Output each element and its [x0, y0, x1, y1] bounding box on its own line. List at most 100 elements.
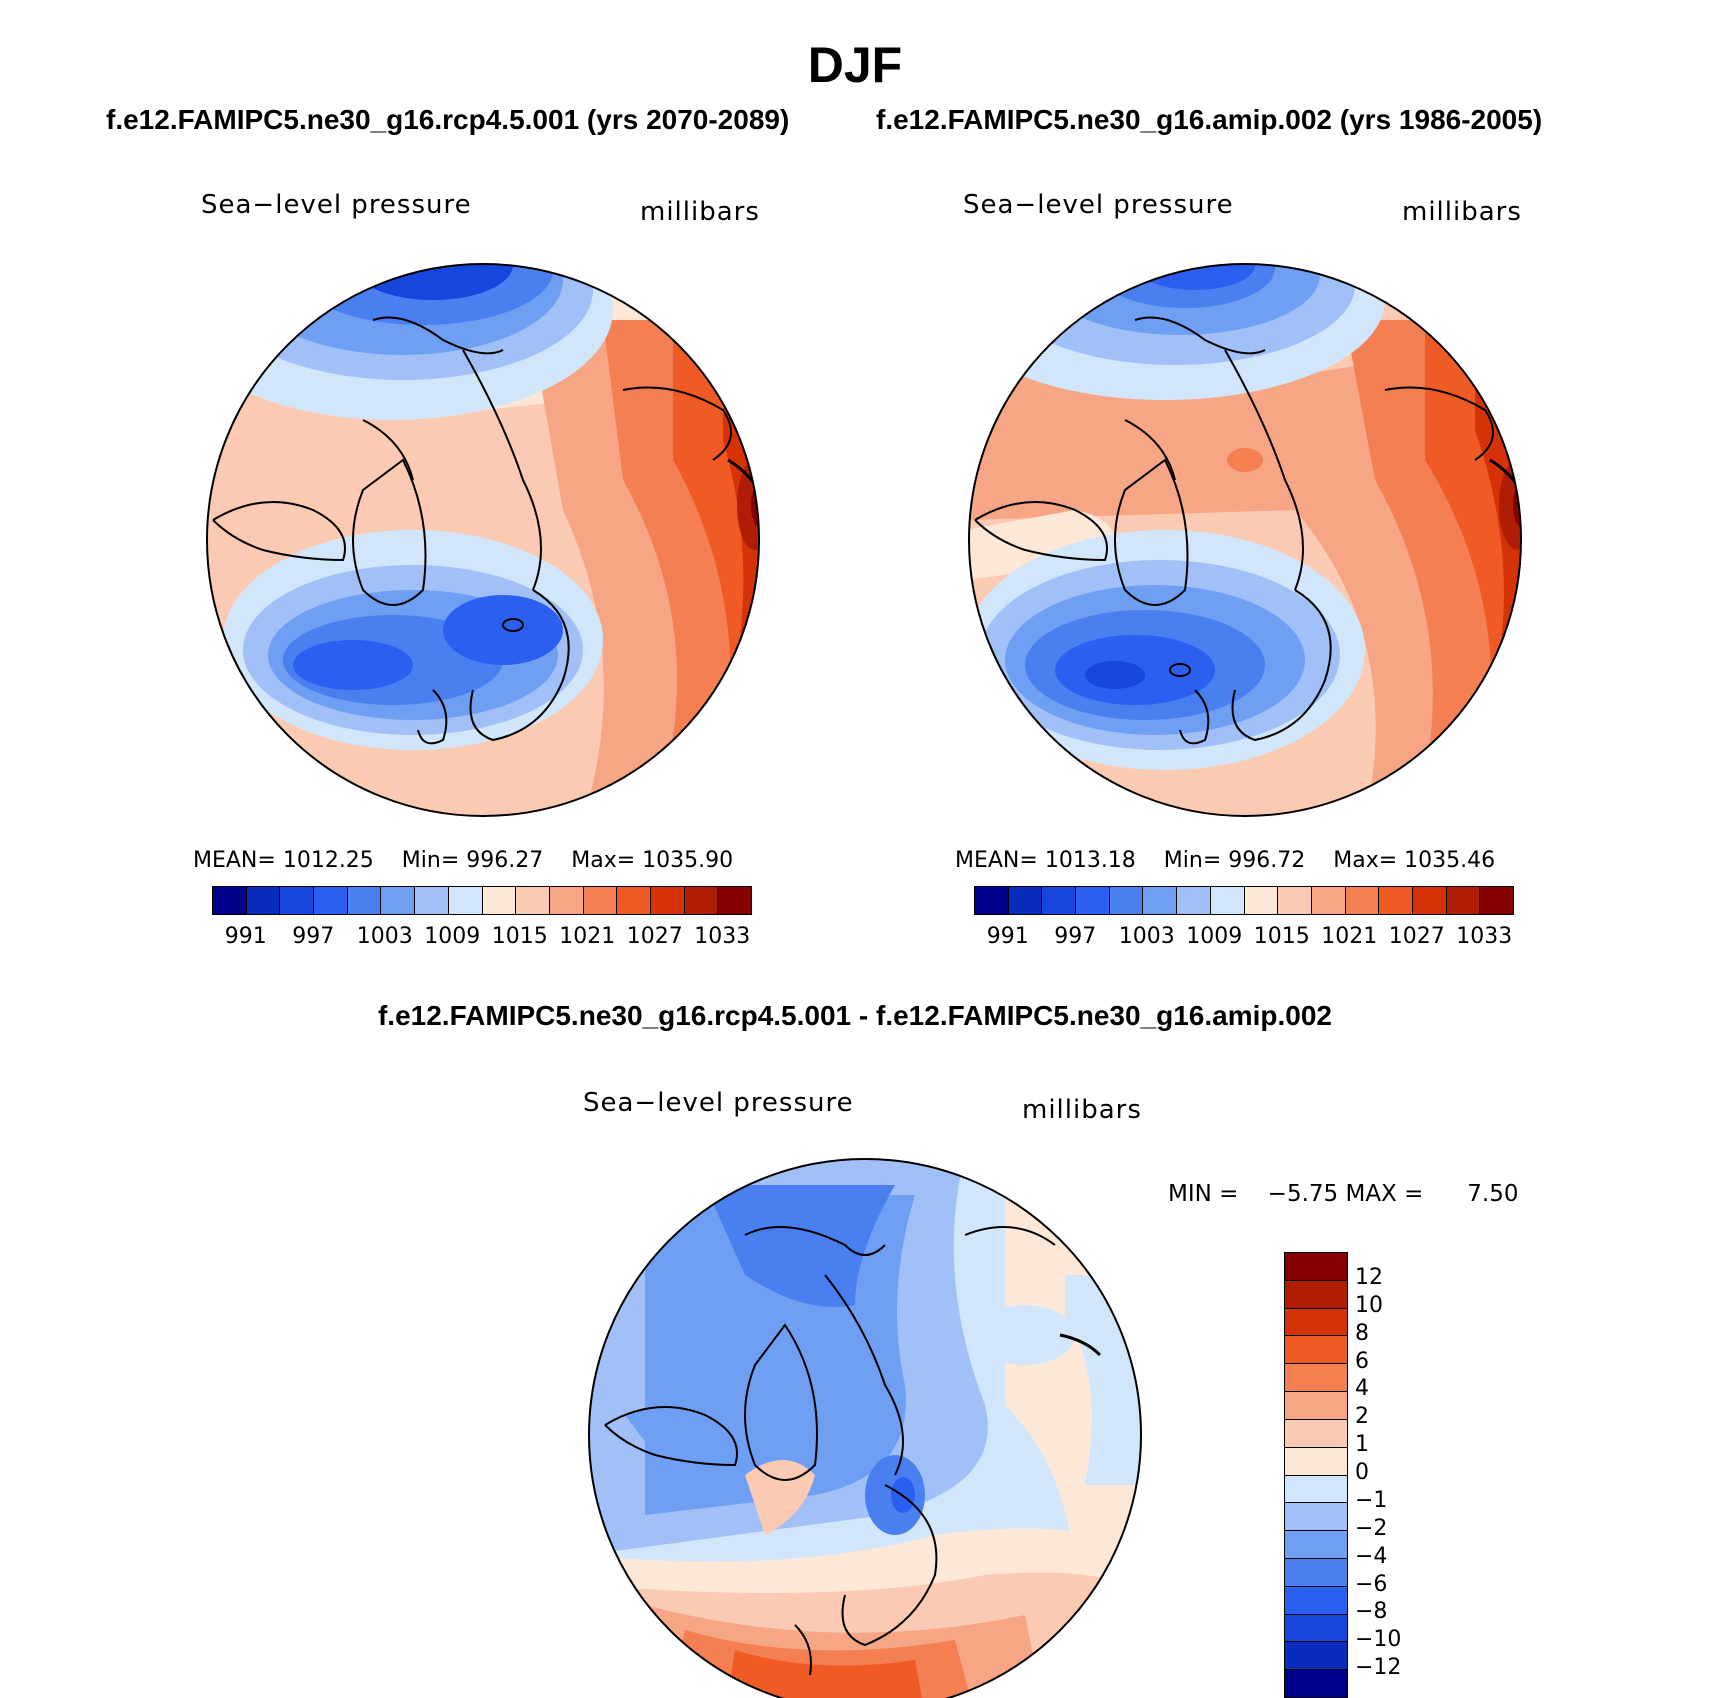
- left-colorbar-swatch: [617, 887, 651, 914]
- left-colorbar-tick-label: 1015: [491, 924, 548, 949]
- diff-colorbar-swatch: [1285, 1419, 1347, 1448]
- left-colorbar-swatch: [583, 887, 618, 914]
- right-colorbar-swatch: [1210, 887, 1245, 914]
- diff-units-label: millibars: [1022, 1095, 1142, 1125]
- diff-colorbar-tick-label: −12: [1355, 1655, 1402, 1681]
- right-max-label: Max=: [1333, 848, 1398, 873]
- right-colorbar-swatch: [1278, 887, 1312, 914]
- diff-colorbar-tick-label: −2: [1355, 1515, 1388, 1541]
- left-colorbar-swatch: [718, 887, 751, 914]
- left-colorbar-tick-label: 997: [292, 924, 335, 949]
- figure-title: DJF: [807, 37, 903, 93]
- right-colorbar-swatch: [1446, 887, 1481, 914]
- left-colorbar-tick-label: 1027: [626, 924, 683, 949]
- right-variable-label: Sea−level pressure: [963, 190, 1234, 220]
- diff-colorbar-tick-label: −10: [1355, 1627, 1402, 1653]
- diff-colorbar-swatch: [1285, 1614, 1347, 1643]
- diff-min-value: −5.75: [1267, 1181, 1339, 1207]
- left-colorbar-swatch: [213, 887, 247, 914]
- diff-colorbar-swatch: [1285, 1253, 1347, 1281]
- left-panel-case-title: f.e12.FAMIPC5.ne30_g16.rcp4.5.001 (yrs 2…: [106, 104, 790, 135]
- left-variable-label: Sea−level pressure: [201, 190, 472, 220]
- left-colorbar-swatch: [280, 887, 315, 914]
- diff-stats: MIN = −5.75 MAX = 7.50: [1168, 1181, 1518, 1207]
- diff-colorbar-tick-label: 10: [1355, 1292, 1383, 1318]
- diff-colorbar-swatch: [1285, 1670, 1347, 1697]
- right-colorbar-ticks: 991 997 1003 1009 1015 1021 1027 1033: [974, 924, 1514, 954]
- diff-max-label: MAX =: [1345, 1181, 1424, 1207]
- diff-colorbar-swatch: [1285, 1308, 1347, 1337]
- left-units-label: millibars: [640, 197, 760, 227]
- right-colorbar-tick-label: 1027: [1388, 924, 1445, 949]
- diff-colorbar-tick-label: 0: [1355, 1460, 1369, 1485]
- left-colorbar-swatch: [684, 887, 719, 914]
- diff-colorbar-tick-label: −4: [1355, 1543, 1388, 1569]
- left-colorbar-swatch: [482, 887, 517, 914]
- right-colorbar-swatch: [1143, 887, 1178, 914]
- right-colorbar-tick-label: 997: [1054, 924, 1097, 949]
- diff-colorbar-tick-label: −1: [1355, 1487, 1388, 1513]
- right-mean-label: MEAN=: [955, 848, 1038, 873]
- diff-colorbar-swatch: [1285, 1531, 1347, 1559]
- left-colorbar-swatch: [347, 887, 382, 914]
- right-colorbar-swatch: [1109, 887, 1144, 914]
- diff-min-label: MIN =: [1168, 1181, 1239, 1207]
- right-max-value: 1035.46: [1404, 848, 1496, 873]
- diff-colorbar-swatch: [1285, 1447, 1347, 1476]
- left-map: [206, 263, 760, 817]
- right-colorbar-tick-label: 1015: [1253, 924, 1310, 949]
- right-colorbar-swatch: [1379, 887, 1413, 914]
- diff-colorbar-tick-label: 4: [1355, 1376, 1369, 1402]
- diff-colorbar-swatch: [1285, 1503, 1347, 1532]
- diff-max-value: 7.50: [1467, 1181, 1519, 1207]
- right-colorbar-tick-label: 1033: [1456, 924, 1513, 949]
- diff-variable-label: Sea−level pressure: [583, 1088, 854, 1118]
- diff-colorbar-tick-label: −8: [1355, 1599, 1388, 1625]
- left-colorbar-swatch: [650, 887, 685, 914]
- diff-colorbar-swatch: [1285, 1364, 1347, 1393]
- right-min-value: 996.72: [1228, 848, 1306, 873]
- right-units-label: millibars: [1402, 197, 1522, 227]
- right-colorbar-tick-label: 1003: [1118, 924, 1175, 949]
- left-min-value: 996.27: [466, 848, 544, 873]
- right-colorbar-swatch: [975, 887, 1009, 914]
- right-colorbar-swatch: [1311, 887, 1346, 914]
- right-colorbar-swatch: [1244, 887, 1279, 914]
- left-colorbar-swatch: [549, 887, 584, 914]
- left-colorbar-swatch: [381, 887, 416, 914]
- left-colorbar: [212, 886, 752, 915]
- left-colorbar-tick-label: 1009: [424, 924, 481, 949]
- left-colorbar-tick-label: 1021: [559, 924, 616, 949]
- left-colorbar-swatch: [415, 887, 449, 914]
- right-colorbar-swatch: [1177, 887, 1211, 914]
- left-colorbar-swatch: [246, 887, 281, 914]
- diff-colorbar-tick-label: 12: [1355, 1264, 1383, 1290]
- right-colorbar-tick-label: 991: [986, 924, 1029, 949]
- diff-colorbar-swatch: [1285, 1586, 1347, 1615]
- left-colorbar-ticks: 991 997 1003 1009 1015 1021 1027 1033: [212, 924, 752, 954]
- right-colorbar-swatch: [1042, 887, 1077, 914]
- left-colorbar-tick-label: 1033: [694, 924, 751, 949]
- diff-colorbar-swatch: [1285, 1392, 1347, 1420]
- right-stats: MEAN= 1013.18 Min= 996.72 Max= 1035.46: [955, 848, 1495, 873]
- left-stats: MEAN= 1012.25 Min= 996.27 Max= 1035.90: [193, 848, 733, 873]
- diff-colorbar-swatch: [1285, 1475, 1347, 1504]
- diff-colorbar-tick-label: 8: [1355, 1320, 1369, 1346]
- right-colorbar-tick-label: 1009: [1186, 924, 1243, 949]
- difference-title: f.e12.FAMIPC5.ne30_g16.rcp4.5.001 - f.e1…: [377, 1000, 1333, 1031]
- right-min-label: Min=: [1163, 848, 1222, 873]
- right-colorbar-swatch: [1480, 887, 1513, 914]
- left-max-label: Max=: [571, 848, 636, 873]
- difference-map: [588, 1158, 1142, 1698]
- right-colorbar-swatch: [1076, 887, 1110, 914]
- right-panel-case-title: f.e12.FAMIPC5.ne30_g16.amip.002 (yrs 198…: [876, 104, 1543, 135]
- diff-colorbar-tick-label: 1: [1355, 1432, 1369, 1458]
- left-colorbar-tick-label: 1003: [356, 924, 413, 949]
- left-colorbar-tick-label: 991: [224, 924, 267, 949]
- right-colorbar-swatch: [1345, 887, 1380, 914]
- diff-colorbar-swatch: [1285, 1336, 1347, 1365]
- left-mean-label: MEAN=: [193, 848, 276, 873]
- left-mean-value: 1012.25: [282, 848, 374, 873]
- left-min-label: Min=: [401, 848, 460, 873]
- left-colorbar-swatch: [448, 887, 483, 914]
